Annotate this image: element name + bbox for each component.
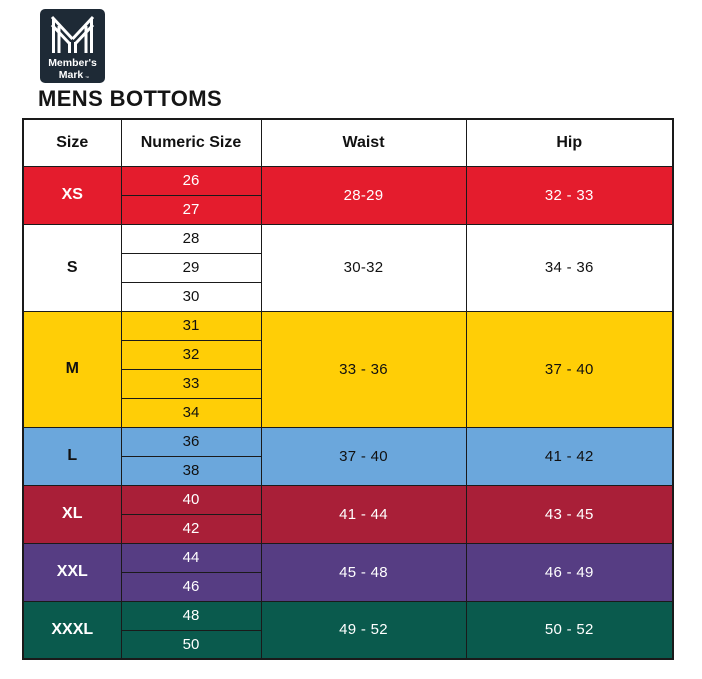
waist-cell: 28-29	[260, 165, 467, 225]
header-row: Size Numeric Size Waist Hip	[22, 118, 674, 167]
numeric-size-cell: 34	[120, 397, 262, 428]
numeric-size-cell: 31	[120, 310, 262, 341]
table-row: 38	[23, 455, 673, 486]
numeric-size-cell: 33	[120, 368, 262, 399]
waist-cell: 33 - 36	[260, 310, 467, 428]
numeric-size-cell: 30	[120, 281, 262, 312]
table-row: 42	[23, 513, 673, 544]
numeric-size-cell: 26	[120, 165, 262, 196]
members-mark-m-icon	[50, 15, 95, 53]
numeric-size-cell: 29	[120, 252, 262, 283]
numeric-size-cell: 44	[120, 542, 262, 573]
table-row: L 36 37 - 40 41 - 42	[22, 426, 674, 486]
col-header-hip: Hip	[465, 118, 674, 167]
numeric-size-cell: 32	[120, 339, 262, 370]
numeric-size-cell: 50	[120, 629, 262, 660]
page-title: MENS BOTTOMS	[38, 86, 223, 111]
numeric-size-cell: 40	[120, 484, 262, 515]
table-row: 33	[23, 368, 673, 399]
size-cell: XS	[22, 165, 122, 225]
table-row: XS 26 28-29 32 - 33	[22, 165, 674, 225]
col-header-size: Size	[22, 118, 122, 167]
numeric-size-cell: 42	[120, 513, 262, 544]
table-row: XXXL 48 49 - 52 50 - 52	[22, 600, 674, 660]
numeric-size-cell: 48	[120, 600, 262, 631]
table-row: S 28 30-32 34 - 36	[22, 223, 674, 312]
numeric-size-cell: 28	[120, 223, 262, 254]
waist-cell: 37 - 40	[260, 426, 467, 486]
logo-trademark: ™	[85, 75, 89, 80]
size-cell: XXXL	[22, 600, 122, 660]
logo-brand-line1: Member's	[48, 57, 97, 69]
size-cell: XXL	[22, 542, 122, 602]
table-row: 50	[23, 629, 673, 660]
table-row: XXL 44 45 - 48 46 - 49	[22, 542, 674, 602]
size-cell: XL	[22, 484, 122, 544]
size-cell: M	[22, 310, 122, 428]
size-chart-table: Size Numeric Size Waist Hip XS 26 28-29 …	[22, 118, 674, 660]
members-mark-logo-svg: Member's Mark ™	[40, 9, 105, 83]
hip-cell: 34 - 36	[465, 223, 674, 312]
size-chart: Size Numeric Size Waist Hip XS 26 28-29 …	[22, 118, 674, 660]
waist-cell: 45 - 48	[260, 542, 467, 602]
table-row: 34	[23, 397, 673, 428]
numeric-size-cell: 46	[120, 571, 262, 602]
hip-cell: 50 - 52	[465, 600, 674, 660]
waist-cell: 41 - 44	[260, 484, 467, 544]
col-header-waist: Waist	[260, 118, 467, 167]
hip-cell: 43 - 45	[465, 484, 674, 544]
waist-cell: 49 - 52	[260, 600, 467, 660]
members-mark-logo: Member's Mark ™	[40, 9, 105, 83]
hip-cell: 32 - 33	[465, 165, 674, 225]
hip-cell: 41 - 42	[465, 426, 674, 486]
table-row: XL 40 41 - 44 43 - 45	[22, 484, 674, 544]
table-row: 32	[23, 339, 673, 370]
size-cell: L	[22, 426, 122, 486]
hip-cell: 46 - 49	[465, 542, 674, 602]
numeric-size-cell: 36	[120, 426, 262, 457]
numeric-size-cell: 27	[120, 194, 262, 225]
hip-cell: 37 - 40	[465, 310, 674, 428]
waist-cell: 30-32	[260, 223, 467, 312]
size-cell: S	[22, 223, 122, 312]
table-row: M 31 33 - 36 37 - 40	[22, 310, 674, 428]
logo-brand-line2: Mark	[59, 69, 84, 81]
numeric-size-cell: 38	[120, 455, 262, 486]
table-row: 27	[23, 194, 673, 225]
col-header-numeric-size: Numeric Size	[120, 118, 262, 167]
